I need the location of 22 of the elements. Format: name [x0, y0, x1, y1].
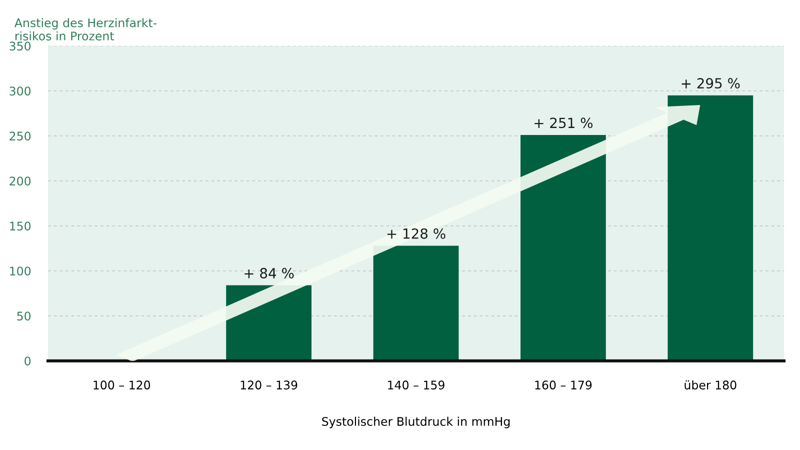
x-tick-label: 160 – 179	[535, 380, 592, 390]
y-tick-label: 100	[10, 266, 31, 276]
bar	[520, 135, 606, 361]
y-tick-label: 350	[10, 42, 31, 51]
x-tick-label: über 180	[684, 380, 736, 390]
x-tick-label: 120 – 139	[240, 380, 298, 390]
y-tick-label: 200	[10, 176, 31, 186]
x-axis-title: Systolischer Blutdruck in mmHg	[322, 416, 510, 428]
data-label: + 251 %	[534, 118, 593, 128]
data-label: + 295 %	[682, 78, 740, 89]
data-label: + 128 %	[387, 228, 446, 239]
data-label: + 84 %	[244, 268, 294, 278]
bar	[668, 95, 754, 361]
y-tick-label: 250	[10, 132, 31, 141]
y-tick-label: 50	[17, 312, 31, 321]
y-tick-label: 150	[10, 222, 31, 231]
x-tick-label: 140 – 159	[388, 380, 444, 390]
bar	[373, 246, 459, 361]
y-tick-label: 300	[10, 86, 31, 96]
x-tick-label: 100 – 120	[94, 380, 150, 390]
y-tick-label: 0	[24, 356, 31, 366]
y-axis-title: Anstieg des Herzinfarkt- risikos in Prozent	[14, 18, 157, 40]
